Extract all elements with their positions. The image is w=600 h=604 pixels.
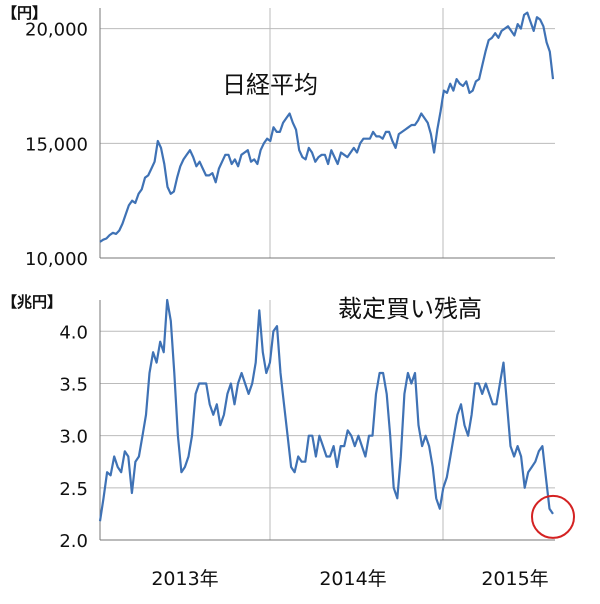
chart-title: 日経平均: [222, 71, 318, 99]
x-tick-label: 2013年: [151, 568, 218, 590]
y-tick-label: 2.5: [59, 479, 88, 500]
axes: [99, 300, 555, 541]
y-tick-label: 2.0: [59, 531, 88, 552]
series-line: [98, 298, 554, 522]
y-tick-label: 4.0: [59, 322, 88, 343]
y-tick-label: 3.0: [59, 427, 88, 448]
panel-nikkei: 10,000 15,000 20,000 【円】 日経平均: [2, 4, 555, 270]
panel-arbitrage: 2.0 2.5 3.0 3.5 4.0 2013年 2014年 2015年 【兆円】 裁定買…: [2, 293, 575, 590]
y-tick-label: 15,000: [25, 134, 88, 155]
x-tick-label: 2014年: [319, 568, 386, 590]
series-line: [99, 11, 555, 243]
y-tick-labels: 10,000 15,000 20,000: [25, 20, 88, 270]
series-line-path: [98, 298, 554, 522]
grid-lines: [100, 8, 555, 258]
y-unit-label: 【兆円】: [2, 293, 62, 311]
x-tick-labels: 2013年 2014年 2015年: [151, 568, 548, 590]
axes: [99, 8, 555, 259]
highlight-circle: [531, 494, 575, 539]
y-tick-label: 3.5: [59, 374, 88, 395]
x-tick-label: 2015年: [481, 568, 548, 590]
chart-title: 裁定買い残高: [338, 295, 482, 323]
y-tick-labels: 2.0 2.5 3.0 3.5 4.0: [59, 322, 88, 552]
highlight: [531, 494, 575, 539]
grid-lines: [100, 300, 555, 540]
y-tick-label: 20,000: [25, 20, 88, 41]
y-unit-label: 【円】: [2, 4, 47, 22]
series-line-path: [99, 11, 555, 243]
y-tick-label: 10,000: [25, 249, 88, 270]
